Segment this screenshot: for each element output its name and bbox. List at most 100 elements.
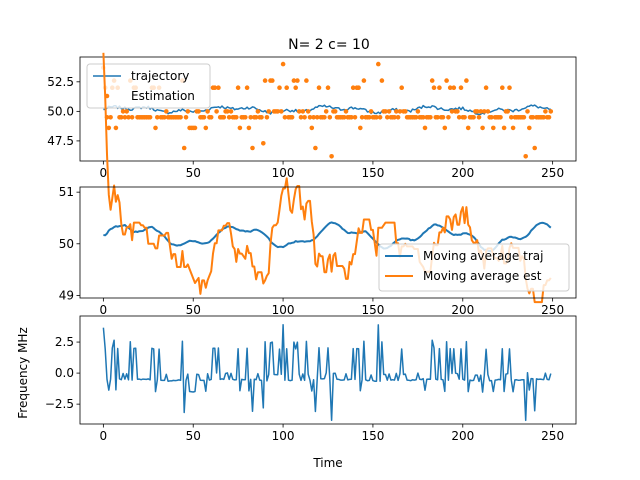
data-point <box>119 115 124 120</box>
data-point <box>447 85 453 90</box>
data-point <box>523 154 528 159</box>
data-point <box>270 78 275 83</box>
data-point <box>113 125 119 131</box>
data-point <box>471 115 476 120</box>
x-tick-label: 50 <box>186 429 201 443</box>
x-tick-label: 150 <box>361 303 384 317</box>
data-point <box>325 85 331 90</box>
data-point <box>164 109 169 114</box>
data-point <box>521 115 527 120</box>
data-point <box>250 145 255 151</box>
data-point <box>262 78 268 83</box>
data-point <box>323 109 329 114</box>
data-point <box>464 78 469 83</box>
y-tick-label: 2.5 <box>55 335 74 349</box>
data-point <box>349 115 354 120</box>
data-point <box>376 61 381 67</box>
data-point <box>126 115 131 120</box>
data-point <box>505 109 511 114</box>
data-point <box>311 115 316 120</box>
data-point <box>235 85 241 90</box>
data-point <box>300 109 306 114</box>
series-line-frequency <box>102 323 552 422</box>
data-point <box>435 115 440 120</box>
data-point <box>147 115 153 120</box>
chart-title: N= 2 c= 10 <box>288 37 370 53</box>
panel-frequency: 0 50 100 150 200 250 −2.5 0.0 2.5 <box>45 315 577 443</box>
series-line-trajectory <box>103 104 551 116</box>
data-point <box>368 109 374 114</box>
data-point <box>422 125 428 131</box>
data-point <box>383 109 388 114</box>
data-point <box>444 78 449 83</box>
data-point <box>284 85 290 90</box>
x-tick-label: 100 <box>272 429 295 443</box>
data-point <box>442 125 448 131</box>
data-point <box>293 85 299 90</box>
data-point <box>341 115 347 120</box>
axes-frame <box>79 56 577 162</box>
data-point <box>527 125 532 131</box>
data-point <box>322 115 327 120</box>
data-point <box>122 115 128 120</box>
data-point <box>120 109 126 114</box>
data-point <box>482 109 487 114</box>
y-tick-label: 0.0 <box>55 366 74 380</box>
x-tick-label: 150 <box>361 429 384 443</box>
data-point <box>214 109 219 114</box>
legend-label: Estimation <box>131 89 195 103</box>
x-tick-label: 250 <box>541 166 564 180</box>
data-point <box>437 85 442 90</box>
data-point <box>343 109 349 114</box>
data-point <box>394 109 399 114</box>
data-point <box>244 85 250 90</box>
data-point <box>108 115 113 120</box>
data-point <box>275 109 281 114</box>
x-tick-label: 250 <box>541 303 564 317</box>
data-point <box>403 109 408 114</box>
y-tick-label: 51 <box>59 185 74 199</box>
data-point <box>234 115 239 120</box>
data-point <box>155 115 160 120</box>
data-point <box>243 115 248 120</box>
data-point <box>546 115 552 120</box>
x-tick-label: 100 <box>272 303 295 317</box>
data-point <box>397 109 403 114</box>
data-point <box>226 115 232 120</box>
data-point <box>329 154 334 159</box>
data-point <box>462 115 467 120</box>
data-point <box>456 115 462 120</box>
data-point <box>399 85 405 90</box>
data-point <box>248 115 253 120</box>
data-point <box>153 125 158 131</box>
panel-moving-average: 0 50 100 150 200 250 49 50 51 Moving average traj… <box>59 52 577 317</box>
data-point <box>361 78 367 83</box>
data-point <box>465 125 471 131</box>
data-point <box>162 115 167 120</box>
data-point <box>532 145 537 151</box>
data-point <box>474 109 480 114</box>
data-point <box>266 109 272 114</box>
data-point <box>491 125 496 131</box>
data-point <box>392 115 397 120</box>
data-point <box>192 125 198 131</box>
y-tick-label: 52.5 <box>47 75 74 89</box>
data-point <box>476 115 482 120</box>
data-point <box>483 85 489 90</box>
data-point <box>201 115 207 120</box>
x-tick-label: 250 <box>541 429 564 443</box>
data-point <box>498 115 503 120</box>
x-tick-label: 200 <box>451 303 474 317</box>
data-point <box>246 125 252 131</box>
data-point <box>379 78 385 83</box>
data-point <box>428 115 433 120</box>
data-point <box>530 115 536 120</box>
data-point <box>277 85 282 90</box>
data-point <box>449 109 455 114</box>
data-point <box>446 115 451 120</box>
data-point <box>264 115 270 120</box>
y-tick-label: 50.0 <box>47 104 74 118</box>
data-point <box>259 115 264 120</box>
data-point <box>367 115 372 120</box>
